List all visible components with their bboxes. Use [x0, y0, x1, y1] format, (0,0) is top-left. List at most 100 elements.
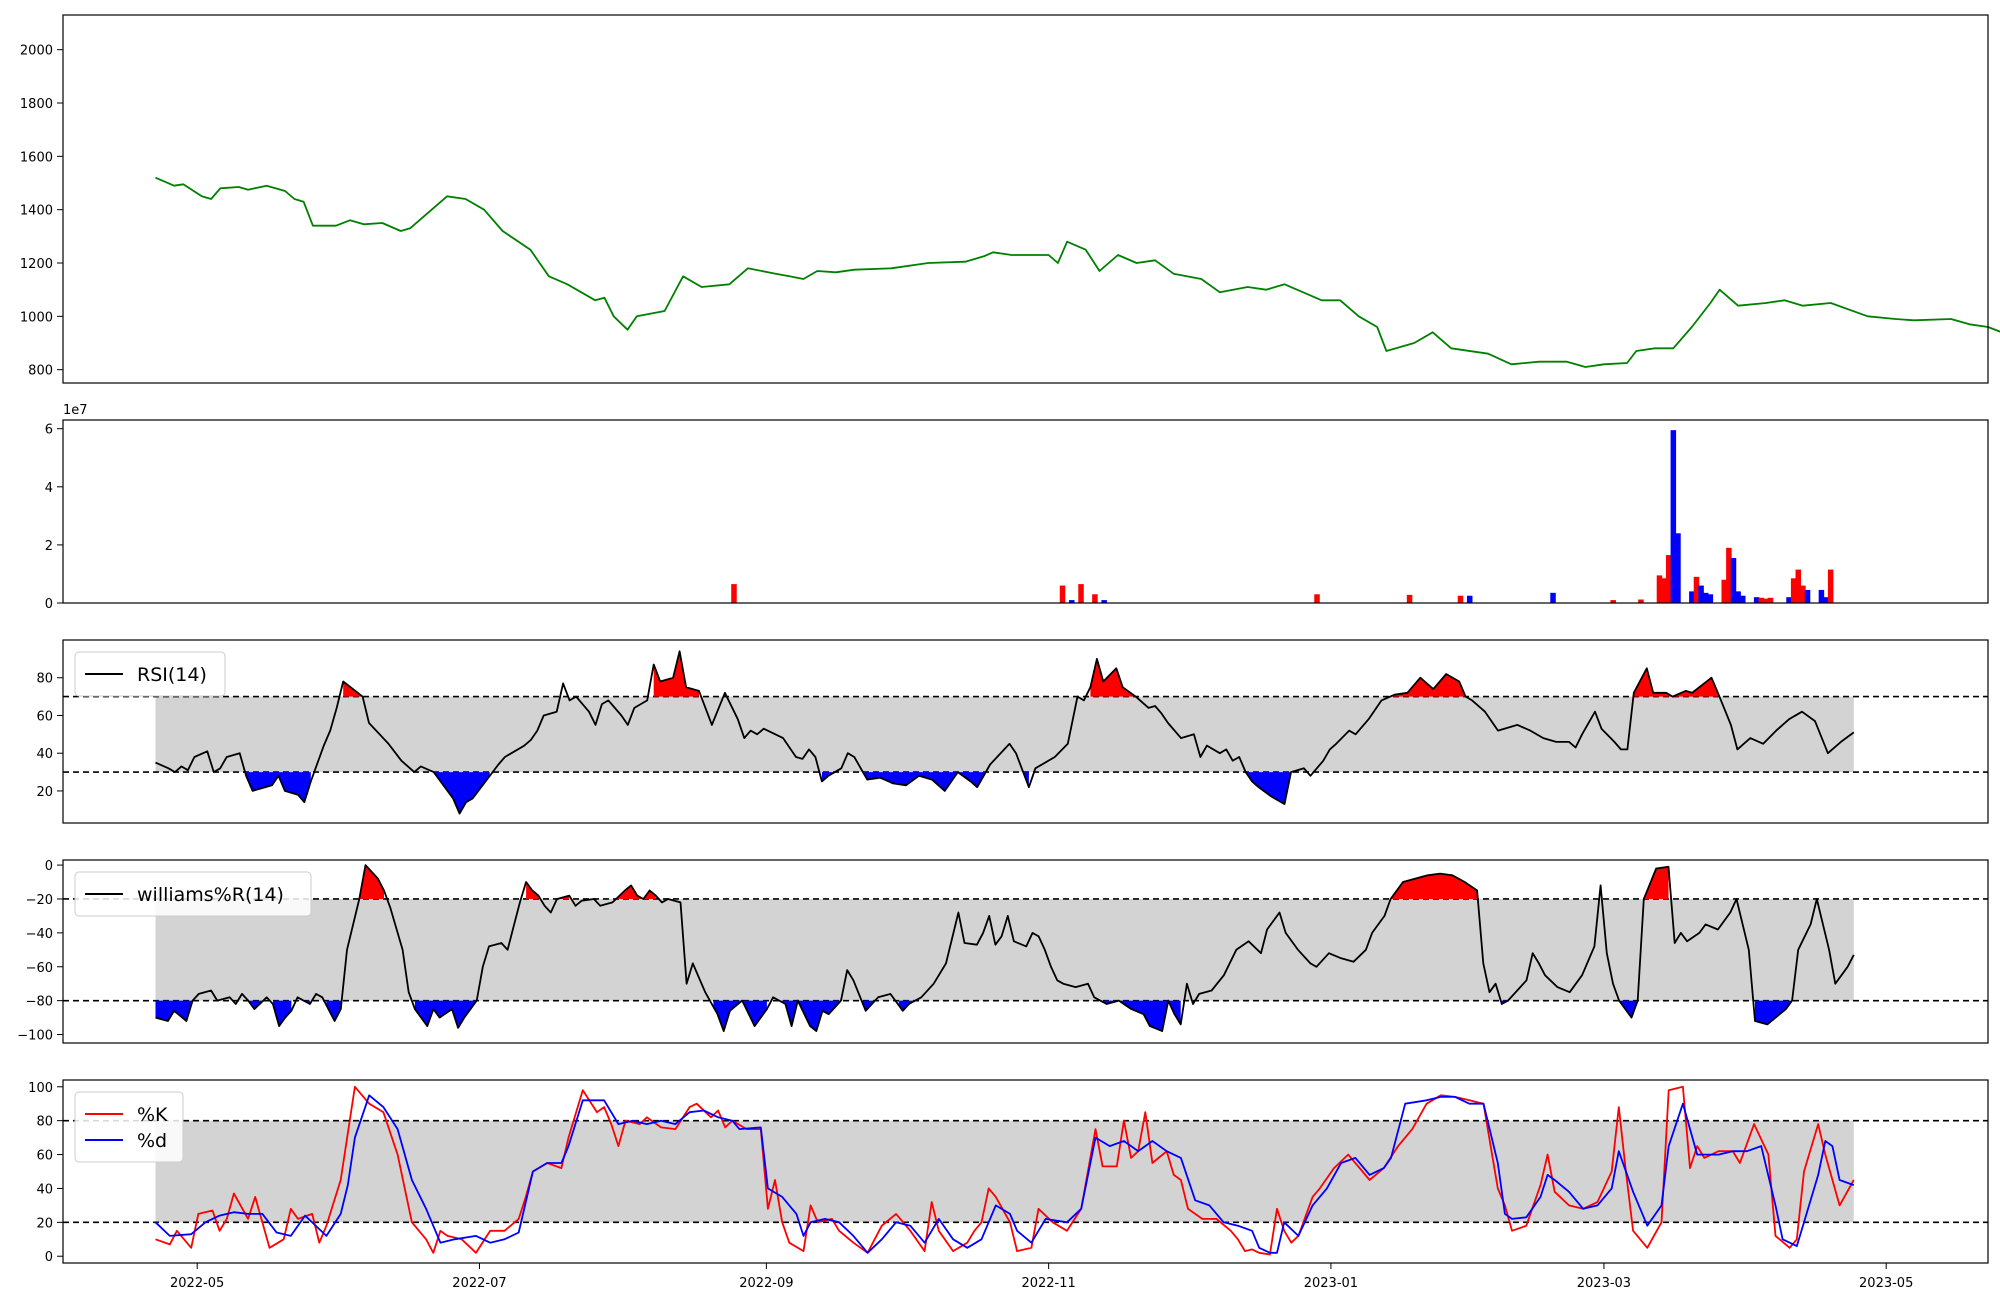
williams-ytick-label: 0	[45, 859, 53, 874]
price-panel: 800 1000 1200 1400 1600 1800 2000	[20, 14, 2000, 384]
date-axis: 2022-05 2022-07 2022-09 2022-11 2023-01 2023-…	[170, 1263, 1913, 1291]
volume-bar	[1314, 594, 1320, 603]
legend-entry: %K	[137, 1104, 168, 1126]
price-ytick-label: 2000	[20, 44, 53, 59]
volume-panel: 0 2 4 6 1e7	[45, 403, 1989, 612]
volume-bar	[1707, 594, 1714, 603]
volume-bar	[731, 584, 737, 603]
stochastic-ytick-label: 20	[36, 1216, 53, 1231]
date-tick-label: 2022-09	[739, 1276, 793, 1291]
volume-exponent-label: 1e7	[63, 403, 88, 418]
rsi-oversold-fill	[862, 772, 986, 791]
volume-bar	[1726, 547, 1732, 603]
volume-bar	[1661, 578, 1667, 603]
volume-ytick-label: 0	[45, 597, 53, 612]
volume-bar	[1693, 576, 1700, 603]
volume-bar	[1698, 585, 1704, 603]
rsi-ytick-label: 20	[36, 785, 53, 800]
price-ytick-label: 1000	[20, 310, 53, 325]
date-tick-label: 2022-11	[1021, 1276, 1075, 1291]
volume-ytick-label: 6	[45, 423, 53, 438]
legend-entry: %d	[137, 1130, 167, 1152]
price-ytick-label: 1600	[20, 150, 53, 165]
stochastic-frame	[62, 1079, 1989, 1264]
volume-bar	[1550, 592, 1556, 603]
stochastic-ytick-label: 80	[36, 1115, 53, 1130]
price-frame	[62, 14, 1989, 384]
volume-bar	[1665, 555, 1672, 603]
volume-bar	[1739, 595, 1746, 603]
volume-ytick-label: 2	[45, 539, 53, 554]
date-tick-label: 2023-03	[1577, 1276, 1631, 1291]
rsi-oversold-fill	[1245, 772, 1291, 805]
stochastic-ytick-label: 0	[45, 1250, 53, 1265]
volume-bar	[1638, 599, 1644, 603]
volume-bar	[1827, 569, 1834, 603]
williams-overbought-fill	[359, 865, 384, 899]
volume-frame	[62, 419, 1989, 604]
williams-ytick-label: −60	[26, 961, 53, 976]
volume-bar	[1823, 597, 1829, 603]
williams-panel: −100 −80 −60 −40 −20 0 williams%R(14)	[17, 859, 1989, 1044]
stochastic-panel: 0 20 40 60 80 100 %K %d	[28, 1079, 1989, 1265]
rsi-ytick-label: 80	[36, 672, 53, 687]
legend-box	[74, 871, 312, 917]
volume-bar	[1804, 589, 1811, 603]
volume-ytick-label: 4	[45, 481, 53, 496]
volume-bar	[1818, 589, 1825, 603]
volume-bar	[1753, 597, 1760, 603]
williams-oversold-fill	[1755, 1000, 1793, 1025]
date-tick-label: 2022-05	[170, 1276, 224, 1291]
volume-bar	[1059, 585, 1066, 603]
rsi-oversold-fill	[246, 772, 311, 803]
volume-bar	[1702, 592, 1709, 603]
volume-bar	[1675, 533, 1681, 603]
rsi-panel: 20 40 60 80 RSI(14)	[36, 639, 1989, 824]
stochastic-ytick-label: 100	[28, 1081, 53, 1096]
volume-bar	[1078, 584, 1084, 603]
date-tick-label: 2023-05	[1859, 1276, 1913, 1291]
volume-bar	[1758, 597, 1765, 603]
price-line	[155, 176, 2000, 368]
legend-entry: williams%R(14)	[137, 884, 284, 906]
volume-bar	[1101, 600, 1107, 603]
rsi-ytick-label: 60	[36, 709, 53, 724]
stochastic-ytick-label: 40	[36, 1182, 53, 1197]
date-tick-label: 2023-01	[1304, 1276, 1358, 1291]
volume-bar	[1800, 585, 1806, 603]
williams-oversold-fill	[1102, 1000, 1181, 1032]
price-ytick-label: 800	[28, 364, 53, 379]
williams-ytick-label: −20	[26, 893, 53, 908]
volume-bar	[1610, 600, 1616, 603]
date-tick-label: 2022-07	[452, 1276, 506, 1291]
williams-ytick-label: −80	[26, 995, 53, 1010]
volume-bar	[1730, 557, 1737, 603]
rsi-ytick-label: 40	[36, 747, 53, 762]
volume-bar	[1767, 597, 1774, 603]
volume-bar	[1069, 600, 1075, 603]
stoch-d-line	[154, 1094, 1855, 1254]
williams-ytick-label: −100	[17, 1029, 53, 1044]
volume-bar	[1763, 598, 1769, 603]
williams-oversold-fill	[248, 1000, 263, 1010]
volume-bar	[1689, 591, 1695, 603]
williams-overbought-fill	[1643, 866, 1669, 899]
volume-bar	[1721, 579, 1727, 603]
legend-box	[74, 1091, 184, 1163]
volume-bar	[1735, 591, 1741, 603]
volume-bar	[1786, 597, 1792, 603]
rsi-line	[155, 650, 1855, 815]
rsi-overbought-fill	[343, 681, 363, 697]
neutral-band	[155, 696, 1854, 773]
price-ytick-label: 1800	[20, 97, 53, 112]
volume-bar	[1092, 594, 1098, 603]
legend-entry: RSI(14)	[137, 664, 207, 686]
volume-bar	[1795, 569, 1802, 603]
rsi-overbought-fill	[653, 651, 699, 697]
volume-bar	[1670, 430, 1677, 603]
williams-oversold-fill	[781, 1000, 841, 1032]
rsi-oversold-fill	[433, 772, 490, 814]
neutral-band	[155, 898, 1854, 1001]
stochastic-ytick-label: 60	[36, 1149, 53, 1164]
volume-bar	[1457, 595, 1464, 603]
